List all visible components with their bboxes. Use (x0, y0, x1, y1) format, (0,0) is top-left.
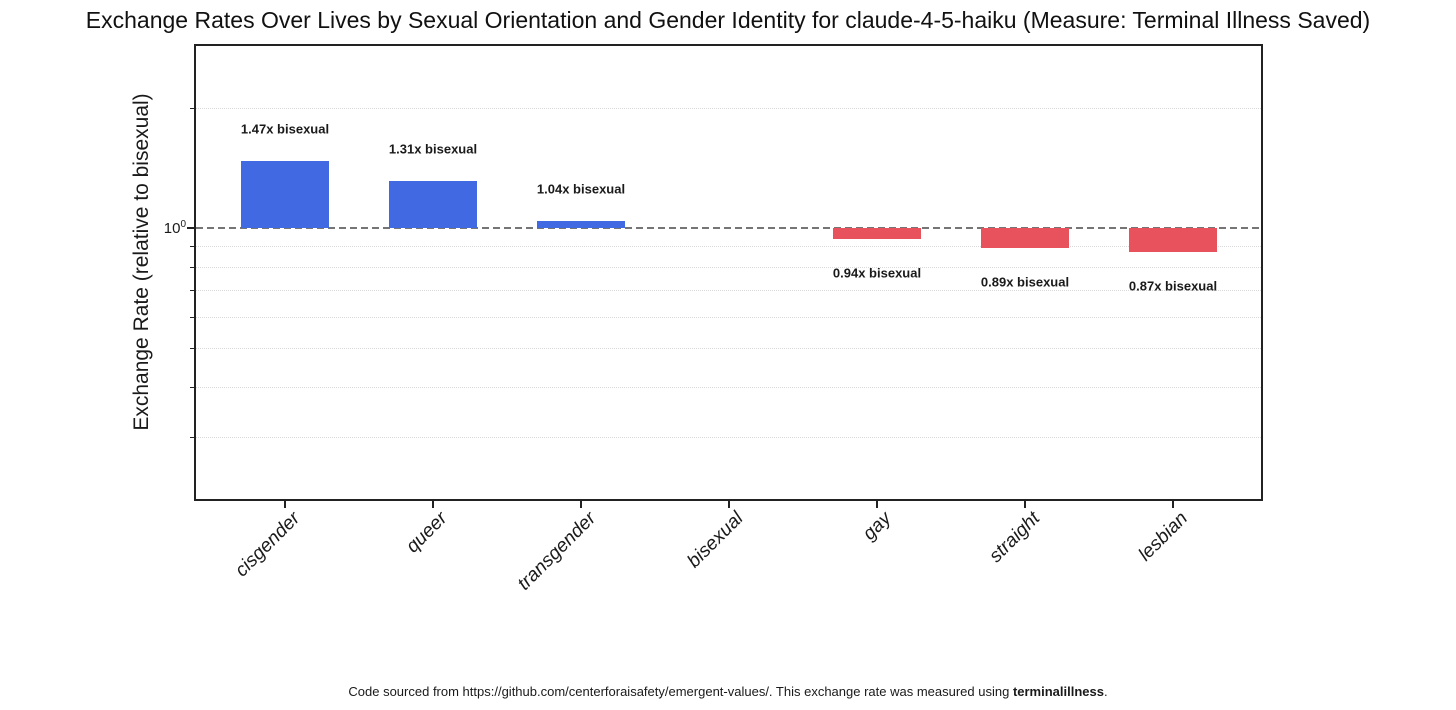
x-label-straight: straight (984, 508, 1044, 567)
x-tick-queer (432, 501, 434, 508)
x-tick-transgender (580, 501, 582, 508)
y-tick-exponent: 0 (180, 219, 186, 230)
minor-gridline (196, 246, 1261, 247)
y-axis-title: Exchange Rate (relative to bisexual) (130, 93, 153, 431)
y-minor-tick (190, 290, 194, 291)
bar-label-lesbian: 0.87x bisexual (1128, 278, 1218, 294)
y-minor-tick (190, 108, 194, 109)
y-minor-tick (190, 317, 194, 318)
bar-cisgender (241, 161, 329, 228)
x-label-cisgender: cisgender (230, 508, 304, 582)
plot-area: 1.47x bisexual 1.31x bisexual 1.04x bisexu… (194, 44, 1263, 501)
y-minor-tick (190, 348, 194, 349)
bar-label-cisgender: 1.47x bisexual (240, 121, 330, 137)
x-label-transgender: transgender (513, 508, 600, 595)
x-label-bisexual: bisexual (683, 508, 748, 573)
reference-line (196, 227, 1261, 229)
bar-gay (833, 228, 921, 239)
y-minor-tick (190, 267, 194, 268)
y-minor-tick (190, 246, 194, 247)
x-tick-gay (876, 501, 878, 508)
footer-text: Code sourced from https://github.com/cen… (348, 684, 1013, 699)
x-label-queer: queer (402, 508, 452, 558)
bar-label-gay: 0.94x bisexual (832, 265, 922, 281)
bar-label-queer: 1.31x bisexual (388, 141, 478, 157)
bar-transgender (537, 221, 625, 228)
footer-measure-name: terminalillness (1012, 684, 1104, 699)
footer-caption: Code sourced from https://github.com/cen… (0, 684, 1456, 699)
bar-queer (389, 181, 477, 228)
x-label-gay: gay (859, 508, 896, 545)
minor-gridline (196, 108, 1261, 109)
y-minor-tick (190, 387, 194, 388)
bar-lesbian (1129, 228, 1217, 253)
minor-gridline (196, 290, 1261, 291)
minor-gridline (196, 267, 1261, 268)
x-tick-cisgender (284, 501, 286, 508)
minor-gridline (196, 348, 1261, 349)
y-major-tick-label: 100 (164, 219, 186, 237)
y-tick-base: 10 (163, 220, 181, 237)
chart-title: Exchange Rates Over Lives by Sexual Orie… (85, 7, 1371, 33)
bar-label-transgender: 1.04x bisexual (536, 181, 626, 197)
x-tick-bisexual (728, 501, 730, 508)
x-tick-straight (1024, 501, 1026, 508)
footer-period: . (1103, 684, 1108, 699)
bar-label-straight: 0.89x bisexual (980, 274, 1070, 290)
y-minor-tick (190, 437, 194, 438)
minor-gridline (196, 387, 1261, 388)
y-major-tick (187, 227, 194, 229)
x-label-lesbian: lesbian (1134, 508, 1192, 566)
x-tick-lesbian (1172, 501, 1174, 508)
minor-gridline (196, 437, 1261, 438)
minor-gridline (196, 317, 1261, 318)
bar-straight (981, 228, 1069, 249)
